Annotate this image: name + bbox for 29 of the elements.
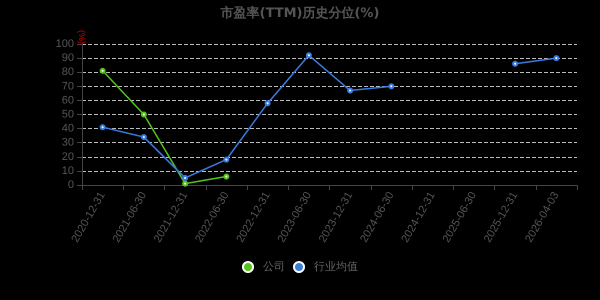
point bbox=[223, 156, 230, 163]
point bbox=[182, 174, 188, 181]
point bbox=[100, 68, 106, 74]
y-tick-label: 50 bbox=[62, 108, 74, 120]
y-tick-label: 60 bbox=[62, 94, 74, 106]
point bbox=[140, 134, 147, 140]
point bbox=[182, 180, 188, 187]
point bbox=[347, 88, 354, 94]
y-tick-label: 20 bbox=[62, 150, 74, 163]
point bbox=[140, 112, 147, 118]
y-tick-label: 90 bbox=[62, 52, 74, 64]
legend-label: 公司 bbox=[263, 261, 285, 273]
point bbox=[100, 124, 106, 130]
y-axis-title: (%) bbox=[77, 30, 87, 44]
point bbox=[388, 83, 394, 90]
y-tick-label: 80 bbox=[62, 66, 74, 78]
chart-title: 市盈率(TTM)历史分位(%) bbox=[220, 5, 380, 21]
y-tick-label: 10 bbox=[62, 164, 74, 177]
y-tick-label: 0 bbox=[68, 179, 74, 191]
point bbox=[223, 174, 230, 180]
legend-label: 行业均值 bbox=[314, 260, 358, 273]
y-tick-label: 30 bbox=[62, 136, 74, 149]
y-tick-label: 100 bbox=[56, 38, 74, 50]
y-tick-label: 70 bbox=[62, 80, 74, 92]
point bbox=[306, 52, 312, 58]
y-tick-label: 40 bbox=[62, 122, 74, 135]
point bbox=[553, 55, 560, 62]
point bbox=[264, 100, 271, 106]
point bbox=[512, 60, 518, 67]
